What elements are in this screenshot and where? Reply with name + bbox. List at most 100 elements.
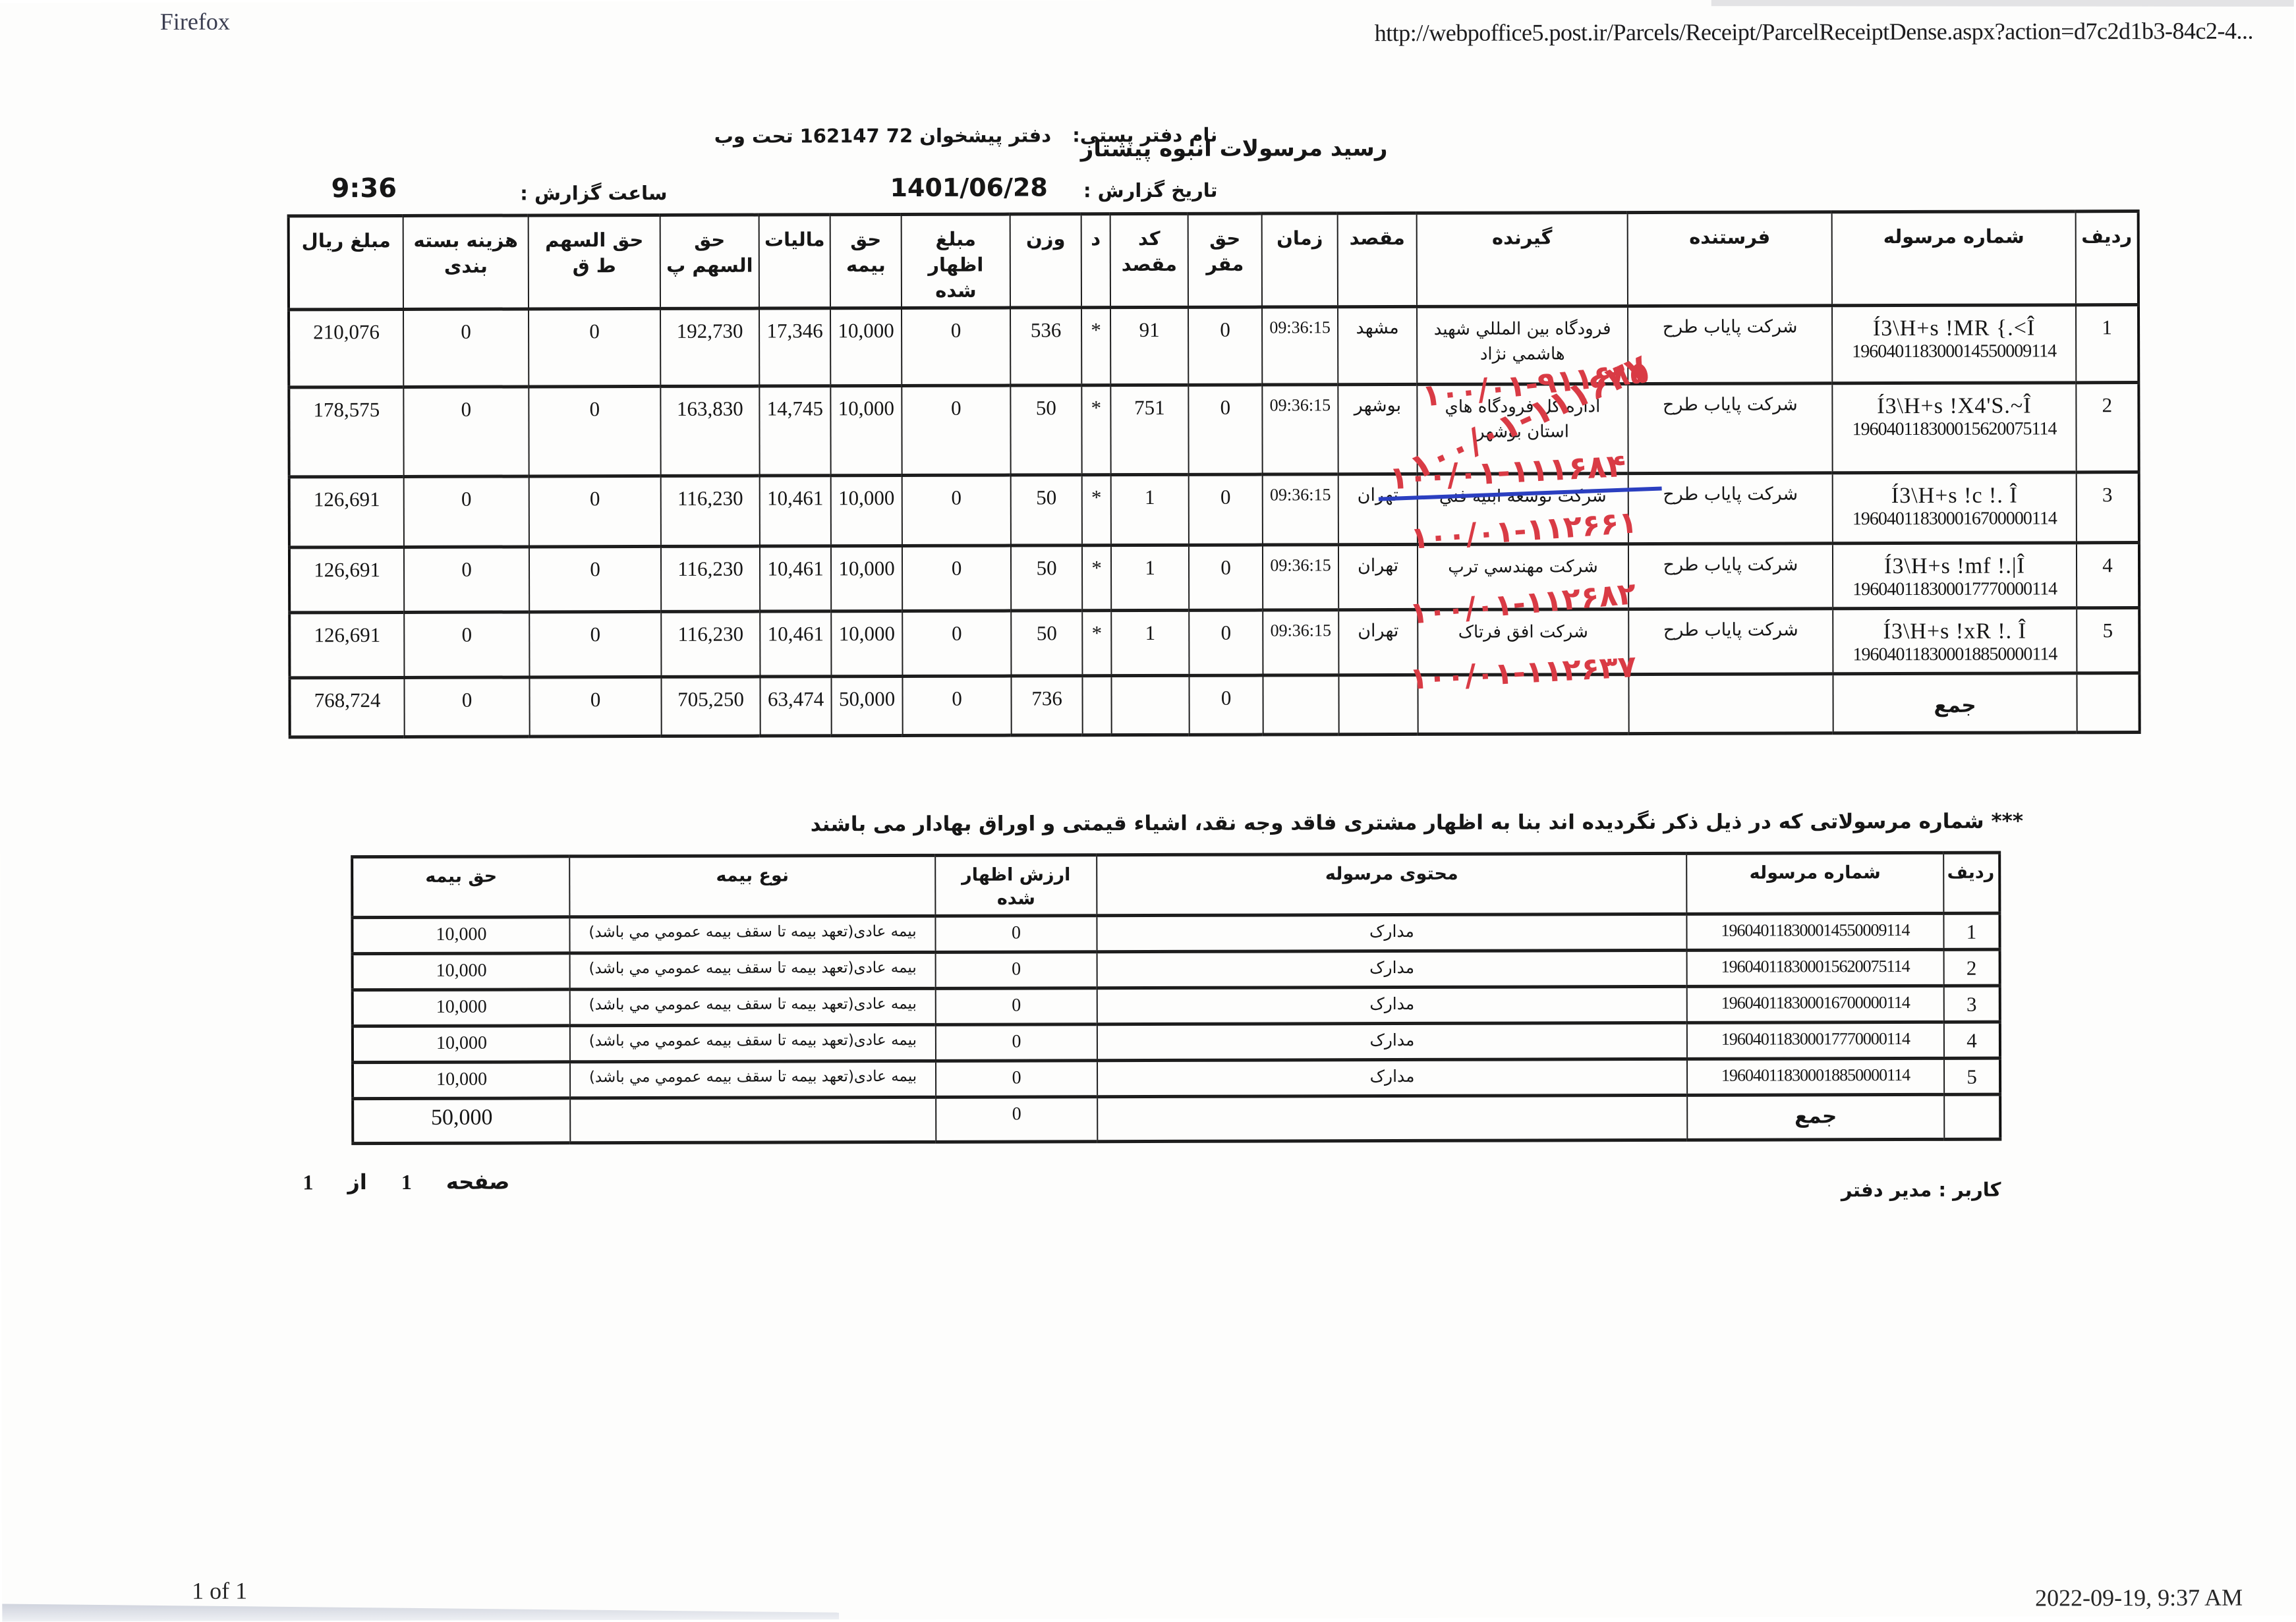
insurance-fee: 10,000 bbox=[436, 924, 487, 945]
col-radif: ردیف bbox=[1943, 853, 2000, 914]
sender: شرکت پایاب طرح bbox=[1663, 484, 1798, 505]
declared-value: 0 bbox=[951, 557, 962, 580]
tracking-number: 196040118300016700000114 bbox=[1721, 992, 1910, 1013]
page-number: 1 bbox=[401, 1169, 412, 1194]
totals-row: جمع 0 736 0 50,000 63,474 705,250 0 0 76… bbox=[289, 673, 2140, 738]
d-flag: * bbox=[1091, 318, 1101, 342]
share-tq: 0 bbox=[590, 557, 600, 581]
weight: 50 bbox=[1036, 556, 1057, 580]
insurance-header-row: ردیف شماره مرسوله محتوی مرسوله ارزش اظها… bbox=[352, 853, 2000, 918]
col-content: محتوی مرسوله bbox=[1097, 853, 1687, 916]
row-index: 4 bbox=[1966, 1028, 1977, 1052]
table-row: 2 196040118300015620075114 مدارک 0 بیمه … bbox=[352, 949, 2000, 990]
col-share-p: حق السهم پ bbox=[660, 215, 760, 309]
destination: بوشهر bbox=[1354, 395, 1402, 416]
amount-rial: 126,691 bbox=[313, 488, 380, 511]
row-index: 1 bbox=[2102, 316, 2112, 339]
table-row: 3 196040118300016700000114 مدارک 0 بیمه … bbox=[352, 985, 2000, 1026]
d-flag: * bbox=[1091, 396, 1102, 420]
col-tax: مالیات bbox=[759, 214, 831, 309]
time: 09:36:15 bbox=[1269, 318, 1331, 337]
share-tq: 0 bbox=[589, 397, 600, 421]
col-dest-code: کد مقصد bbox=[1110, 213, 1189, 308]
parcel-code: Í3\H+s !X4'S.~Î bbox=[1877, 393, 2032, 419]
report-date-value: 1401/06/28 bbox=[890, 173, 1048, 203]
tracking-number: 196040118300018850000114 bbox=[1852, 644, 2057, 665]
page-word: صفحه bbox=[445, 1169, 510, 1194]
insurance-type: بیمه عادی(تعهد بیمه تا سقف بیمه عمومي مي… bbox=[588, 1031, 917, 1050]
base-fee: 0 bbox=[1220, 621, 1232, 645]
declared-value: 0 bbox=[950, 319, 961, 343]
table-row: 5 196040118300018850000114 مدارک 0 بیمه … bbox=[353, 1057, 2001, 1099]
amount-rial: 178,575 bbox=[313, 398, 380, 422]
dest-code: 1 bbox=[1144, 486, 1155, 509]
col-receiver: گیرنده bbox=[1416, 212, 1628, 307]
weight: 50 bbox=[1036, 486, 1057, 509]
totals-row: جمع 0 50,000 bbox=[353, 1094, 2001, 1144]
col-declared: مبلغ اظهار شده bbox=[901, 214, 1011, 308]
tracking-number: 196040118300017770000114 bbox=[1852, 578, 2057, 600]
total-tax: 63,474 bbox=[767, 687, 824, 711]
col-radif: ردیف bbox=[2075, 211, 2139, 306]
tracking-number: 196040118300018850000114 bbox=[1721, 1065, 1910, 1085]
insurance-fee: 10,000 bbox=[838, 622, 895, 646]
insurance-type: بیمه عادی(تعهد بیمه تا سقف بیمه عمومي مي… bbox=[588, 995, 917, 1014]
row-index: 3 bbox=[1966, 992, 1977, 1016]
col-insurance: حق بیمه bbox=[830, 214, 902, 309]
share-tq: 0 bbox=[589, 320, 600, 343]
amount-rial: 126,691 bbox=[314, 623, 381, 647]
tracking-number: 196040118300017770000114 bbox=[1721, 1028, 1910, 1049]
sender: شرکت پایاب طرح bbox=[1663, 619, 1798, 641]
amount-rial: 210,076 bbox=[313, 320, 380, 344]
declared-value: 0 bbox=[1012, 1031, 1021, 1052]
dest-code: 1 bbox=[1145, 556, 1155, 580]
total-pages: 1 bbox=[302, 1170, 314, 1194]
sender: شرکت پایاب طرح bbox=[1662, 316, 1798, 338]
parcel-table-header-row: ردیف شماره مرسوله فرستنده گیرنده مقصد زم… bbox=[288, 211, 2139, 310]
packing-cost: 0 bbox=[461, 488, 472, 511]
of-word: از bbox=[347, 1169, 367, 1195]
insurance-type: بیمه عادی(تعهد بیمه تا سقف بیمه عمومي مي… bbox=[588, 959, 917, 978]
col-amount: مبلغ ریال bbox=[288, 215, 404, 310]
base-fee: 0 bbox=[1220, 556, 1231, 580]
insurance-fee: 10,000 bbox=[838, 486, 895, 510]
destination: تهران bbox=[1357, 555, 1399, 576]
total-packing: 0 bbox=[461, 688, 473, 712]
row-index: 5 bbox=[2102, 619, 2113, 642]
parcel-content: مدارک bbox=[1369, 957, 1415, 977]
insurance-fee: 10,000 bbox=[436, 1069, 488, 1090]
tax: 10,461 bbox=[767, 622, 824, 646]
declared-value: 0 bbox=[951, 486, 962, 510]
destination: تهران bbox=[1358, 621, 1399, 642]
post-office-label: نام دفتر پستی: bbox=[1072, 123, 1218, 147]
packing-cost: 0 bbox=[461, 623, 473, 647]
row-index: 5 bbox=[1966, 1065, 1977, 1088]
tracking-number: 196040118300015620075114 bbox=[1721, 956, 1910, 976]
print-sheet-count: 1 of 1 bbox=[192, 1577, 248, 1604]
base-fee: 0 bbox=[1220, 318, 1230, 342]
col-tracking: شماره مرسوله bbox=[1831, 211, 2077, 306]
row-index: 2 bbox=[1966, 956, 1977, 980]
row-index: 3 bbox=[2102, 483, 2113, 507]
col-sender: فرستنده bbox=[1627, 211, 1833, 307]
total-share-tq: 0 bbox=[590, 688, 601, 712]
declared-value: 0 bbox=[1011, 922, 1021, 943]
page-indicator: صفحه 1 از 1 bbox=[302, 1169, 509, 1195]
table-row: 2 Í3\H+s !X4'S.~Î 1960401183000156200751… bbox=[289, 347, 2139, 502]
share-p: 116,230 bbox=[677, 487, 743, 511]
total-share-p: 705,250 bbox=[677, 688, 744, 712]
tax: 17,346 bbox=[766, 319, 823, 343]
parcel-content: مدارک bbox=[1369, 1030, 1415, 1049]
scan-artifact-bottom bbox=[2, 1598, 839, 1621]
col-insurance-type: نوع بیمه bbox=[569, 855, 936, 917]
table-row: 1 196040118300014550009114 مدارک 0 بیمه … bbox=[352, 912, 2000, 954]
declared-value: 0 bbox=[952, 622, 962, 646]
total-weight: 736 bbox=[1031, 686, 1062, 710]
share-p: 192,730 bbox=[676, 320, 743, 343]
declared-value: 0 bbox=[951, 397, 961, 420]
insurance-fee: 10,000 bbox=[436, 1032, 487, 1053]
d-flag: * bbox=[1091, 556, 1102, 580]
receiver: شرکت مهندسي ترپ bbox=[1448, 557, 1598, 578]
dest-code: 91 bbox=[1139, 318, 1160, 342]
